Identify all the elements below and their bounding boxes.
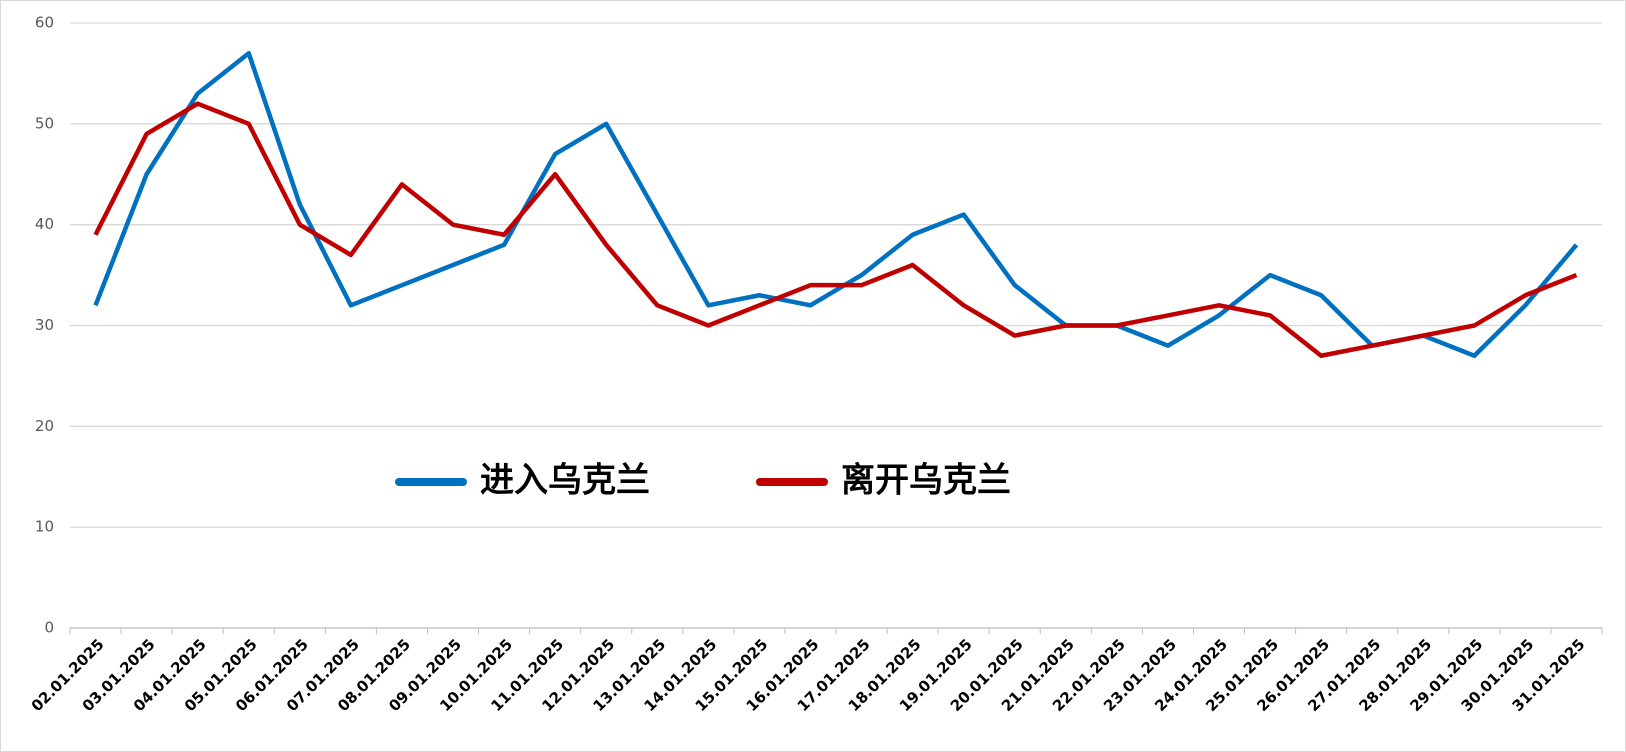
y-tick-label: 30: [35, 316, 54, 334]
y-tick-label: 10: [35, 518, 54, 536]
legend-label: 离开乌克兰: [841, 461, 1011, 501]
line-series: [93, 51, 1579, 358]
y-tick-label: 20: [35, 417, 54, 435]
y-tick-label: 60: [35, 14, 54, 32]
y-tick-label: 0: [44, 619, 54, 637]
legend-label: 进入乌克兰: [480, 461, 650, 501]
y-tick-label: 40: [35, 215, 54, 233]
y-tick-label: 50: [35, 114, 54, 132]
line-series: [93, 101, 1578, 358]
